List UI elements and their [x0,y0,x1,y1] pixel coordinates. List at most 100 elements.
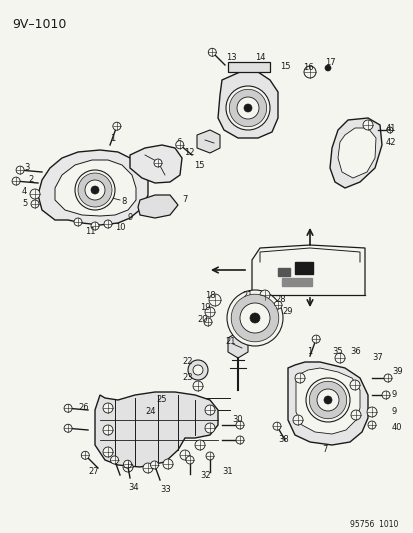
Text: 14: 14 [254,52,265,61]
Polygon shape [38,150,147,225]
Circle shape [235,436,243,444]
Circle shape [150,199,166,215]
Text: 24: 24 [145,408,156,416]
Circle shape [163,459,173,469]
Circle shape [259,290,269,300]
Circle shape [316,389,338,411]
Circle shape [12,177,20,185]
Text: 1: 1 [306,348,312,357]
Circle shape [113,122,121,130]
Circle shape [208,49,216,56]
Text: 9V–1010: 9V–1010 [12,18,66,31]
Circle shape [303,66,315,78]
Circle shape [91,186,99,194]
Circle shape [366,407,376,417]
Polygon shape [130,145,182,183]
Text: 30: 30 [231,416,242,424]
Circle shape [323,396,331,404]
Circle shape [294,373,304,383]
Text: 4: 4 [22,188,27,197]
Circle shape [142,463,153,473]
Circle shape [103,425,113,435]
Text: 9: 9 [391,391,396,400]
Text: 15: 15 [194,160,204,169]
Circle shape [16,166,24,174]
Circle shape [75,170,115,210]
Circle shape [273,301,281,309]
Bar [281,278,311,286]
Polygon shape [218,72,277,138]
Circle shape [381,391,389,399]
Circle shape [123,460,131,468]
Circle shape [185,456,194,464]
Circle shape [64,424,72,432]
Circle shape [230,294,278,342]
Text: 1: 1 [110,133,115,142]
Text: 26: 26 [78,403,88,413]
Circle shape [204,405,214,415]
Circle shape [324,65,330,71]
Text: 33: 33 [159,486,170,495]
Text: 32: 32 [199,472,210,481]
Circle shape [91,222,99,230]
Polygon shape [337,128,375,178]
Text: 27: 27 [88,467,98,477]
Circle shape [240,303,269,333]
Text: 3: 3 [24,164,29,173]
Circle shape [104,220,112,228]
Circle shape [103,403,113,413]
Circle shape [383,374,391,382]
Circle shape [192,381,202,391]
Text: 9: 9 [391,408,396,416]
Text: 7: 7 [321,446,327,455]
Circle shape [334,353,344,363]
Polygon shape [228,332,247,358]
Circle shape [236,97,259,119]
Circle shape [204,318,211,326]
Polygon shape [329,118,381,188]
Text: 8: 8 [121,198,126,206]
Text: 11: 11 [85,228,95,237]
Text: 34: 34 [128,483,138,492]
Text: 36: 36 [349,348,360,357]
Circle shape [292,415,302,425]
Polygon shape [197,130,219,153]
Circle shape [226,290,282,346]
Text: 7: 7 [182,196,187,205]
Polygon shape [228,62,269,72]
Circle shape [386,127,392,133]
Text: 10: 10 [115,223,125,232]
Circle shape [31,200,39,208]
Polygon shape [55,160,136,216]
Circle shape [64,404,72,412]
Circle shape [180,450,190,460]
Circle shape [225,86,269,130]
Polygon shape [138,195,178,218]
Circle shape [305,378,349,422]
Text: 35: 35 [331,348,342,357]
Polygon shape [95,392,218,467]
Text: 9: 9 [128,214,133,222]
Circle shape [362,120,372,130]
Text: 29: 29 [281,308,292,317]
Text: 21: 21 [224,337,235,346]
Text: 39: 39 [391,367,402,376]
Text: 13: 13 [225,52,236,61]
Circle shape [204,307,214,317]
Text: 15: 15 [279,61,290,70]
Circle shape [154,159,161,167]
Circle shape [150,461,158,469]
Text: 2: 2 [28,174,33,183]
Text: 12: 12 [183,148,194,157]
Circle shape [176,141,183,149]
Circle shape [103,447,113,457]
Circle shape [209,294,221,306]
Circle shape [85,180,105,200]
Text: 6: 6 [176,138,181,147]
Circle shape [123,462,133,472]
Circle shape [188,360,207,380]
Circle shape [249,313,259,323]
Circle shape [154,204,161,210]
Text: 40: 40 [391,424,401,432]
Circle shape [74,218,82,226]
